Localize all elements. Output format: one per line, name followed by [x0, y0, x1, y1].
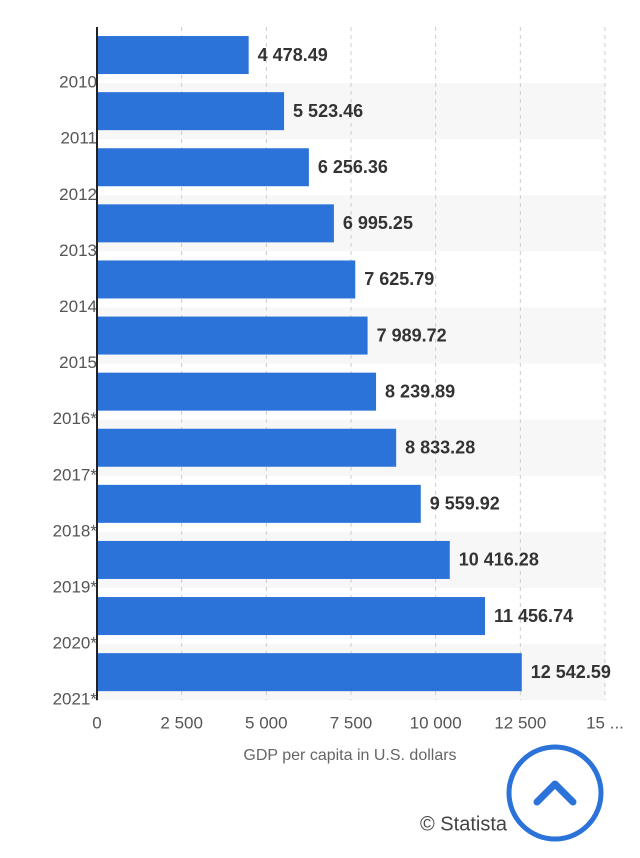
- x-tick-label: 12 500: [494, 714, 546, 733]
- value-label: 12 542.59: [531, 662, 611, 682]
- x-tick-label: 2 500: [160, 714, 203, 733]
- bar: [97, 653, 522, 692]
- bar: [97, 372, 377, 411]
- value-label: 4 478.49: [258, 45, 328, 65]
- x-tick-label: 7 500: [330, 714, 373, 733]
- y-tick-label: 2021*: [53, 690, 98, 709]
- value-label: 10 416.28: [459, 550, 539, 570]
- y-tick-label: 2017*: [53, 465, 98, 484]
- bar: [97, 428, 397, 467]
- value-label: 7 625.79: [364, 269, 434, 289]
- button-circle[interactable]: [506, 744, 604, 842]
- y-tick-label: 2014: [59, 297, 97, 316]
- scroll-top-button[interactable]: [506, 744, 604, 842]
- y-tick-label: 2016*: [53, 409, 98, 428]
- value-label: 6 995.25: [343, 213, 413, 233]
- bar: [97, 36, 249, 75]
- y-tick-label: 2011: [60, 129, 97, 148]
- value-label: 11 456.74: [494, 606, 573, 626]
- y-tick-label: 2018*: [53, 521, 98, 540]
- value-label: 5 523.46: [293, 101, 363, 121]
- x-tick-label: 5 000: [245, 714, 288, 733]
- y-tick-label: 2020*: [53, 634, 98, 653]
- x-tick-label: 15 ...: [586, 714, 624, 733]
- x-tick-label: 10 000: [410, 714, 462, 733]
- y-tick-label: 2012: [59, 185, 97, 204]
- value-label: 8 239.89: [385, 381, 455, 401]
- value-label: 8 833.28: [405, 438, 475, 458]
- bar: [97, 92, 285, 131]
- value-label: 9 559.92: [430, 494, 500, 514]
- y-tick-label: 2015: [59, 353, 97, 372]
- x-axis-label: GDP per capita in U.S. dollars: [243, 747, 456, 764]
- x-tick-label: 0: [92, 714, 101, 733]
- y-tick-label: 2013: [59, 241, 97, 260]
- watermark: © Statista: [420, 813, 508, 835]
- value-label: 6 256.36: [318, 157, 388, 177]
- bar: [97, 204, 334, 243]
- bar: [97, 597, 486, 636]
- chevron-icon[interactable]: [533, 780, 577, 806]
- bar: [97, 148, 309, 187]
- y-tick-label: 2019*: [53, 577, 98, 596]
- bar: [97, 484, 421, 523]
- bar: [97, 540, 450, 579]
- y-tick-label: 2010: [59, 73, 97, 92]
- value-label: 7 989.72: [377, 325, 447, 345]
- bar: [97, 260, 356, 299]
- bar: [97, 316, 368, 355]
